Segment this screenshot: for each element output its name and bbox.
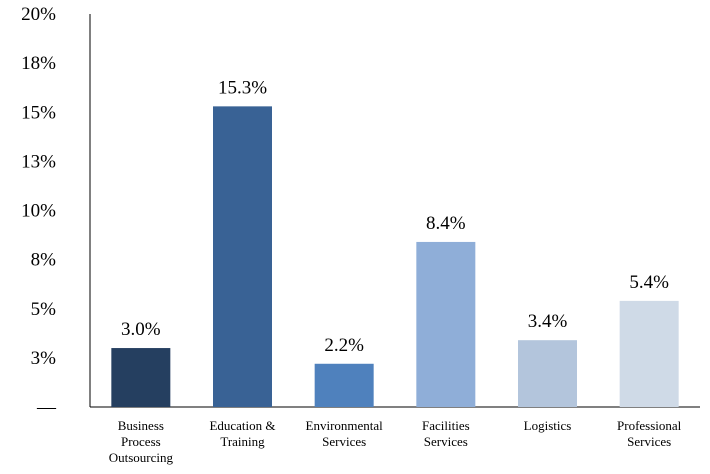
bar (111, 348, 171, 407)
x-category-label: Services (424, 434, 468, 449)
x-category-label: Logistics (524, 418, 572, 433)
bar (518, 340, 577, 407)
bar (314, 363, 374, 407)
x-category-label: Process (121, 434, 161, 449)
data-label: 3.4% (528, 311, 568, 332)
data-label: 8.4% (426, 213, 466, 234)
data-labels-group: 3.0% 15.3% 2.2% 8.4% 3.4% 5.4% (121, 77, 669, 355)
data-label: 5.4% (629, 272, 669, 293)
y-tick-label: — (36, 397, 57, 418)
y-tick-label: 3% (31, 348, 57, 369)
y-tick-label: 5% (31, 299, 57, 320)
bar (619, 300, 679, 407)
data-label: 2.2% (324, 335, 364, 356)
x-category-label: Services (322, 434, 366, 449)
bars-group (111, 106, 679, 407)
x-category-label: Facilities (422, 418, 470, 433)
x-category-label: Outsourcing (109, 450, 174, 465)
data-label: 3.0% (121, 319, 161, 340)
y-tick-label: 15% (21, 102, 56, 123)
x-category-label: Business (118, 418, 164, 433)
y-tick-label: 10% (21, 201, 56, 222)
bar (416, 241, 476, 407)
x-category-label: Services (627, 434, 671, 449)
y-tick-label: 18% (21, 53, 56, 74)
x-category-label: Environmental (306, 418, 384, 433)
y-tick-label: 13% (21, 151, 56, 172)
x-category-label: Education & (209, 418, 275, 433)
x-category-label: Training (220, 434, 265, 449)
y-axis-ticks: — 3% 5% 8% 10% 13% 15% 18% 20% (21, 4, 57, 418)
y-tick-label: 8% (31, 250, 57, 271)
bar (213, 106, 272, 407)
y-tick-label: 20% (21, 4, 56, 25)
x-category-label: Professional (617, 418, 682, 433)
data-label: 15.3% (218, 77, 267, 98)
